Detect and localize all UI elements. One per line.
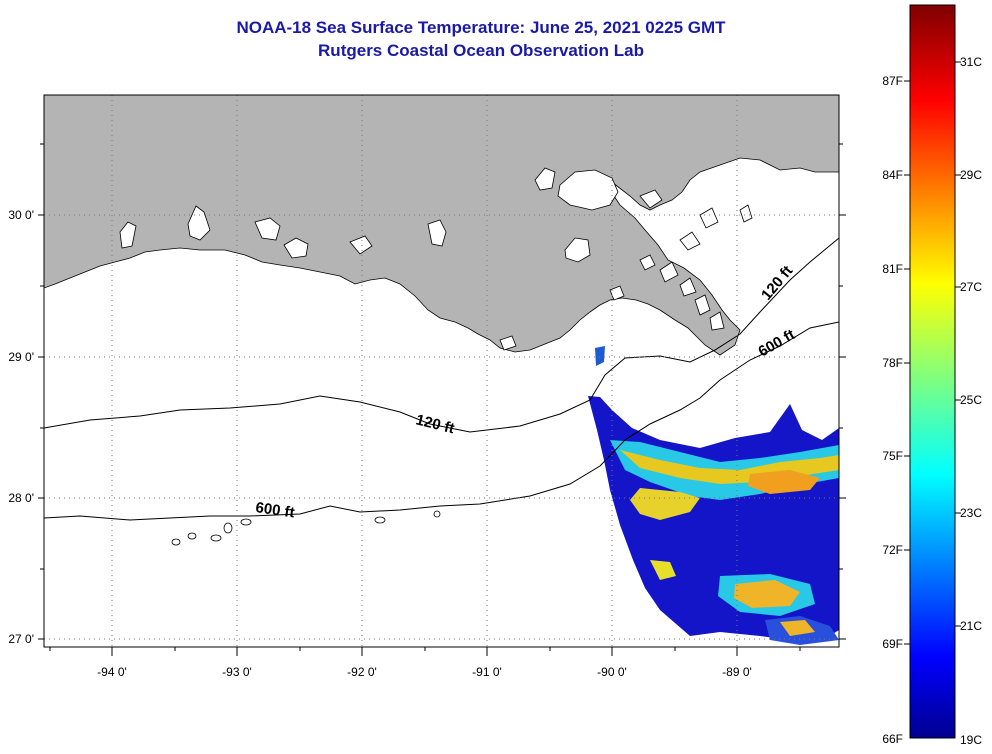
colorbar-f-label: 69F [882, 637, 903, 651]
axis-ticks [38, 143, 846, 656]
map-title: NOAA-18 Sea Surface Temperature: June 25… [236, 18, 726, 37]
colorbar-f-label: 87F [882, 74, 903, 88]
colorbar-c-label: 25C [960, 393, 982, 407]
colorbar-c-label: 29C [960, 168, 982, 182]
isobath-contours [44, 237, 839, 521]
colorbar-c-label: 27C [960, 280, 982, 294]
lon-label: -92 0' [347, 665, 377, 679]
lon-label: -94 0' [97, 665, 127, 679]
marsh-texture [499, 204, 753, 351]
lon-label: -89 0' [722, 665, 752, 679]
colorbar-f-label: 81F [882, 262, 903, 276]
lon-label: -90 0' [597, 665, 627, 679]
color-bar [909, 4, 956, 739]
colorbar-f-label: 75F [882, 449, 903, 463]
sst-swath [588, 346, 839, 645]
color-bar-ticks [904, 61, 961, 645]
colorbar-c-label: 23C [960, 506, 982, 520]
lat-label: 30 0' [8, 208, 34, 222]
lakes [119, 167, 663, 263]
colorbar-c-label: 21C [960, 619, 982, 633]
isobath-label: 600 ft [254, 499, 295, 521]
colorbar-c-label: 19C [960, 733, 982, 747]
colorbar-f-label: 78F [882, 356, 903, 370]
lat-label: 29 0' [8, 350, 34, 364]
lat-label: 28 0' [8, 491, 34, 505]
colorbar-c-label: 31C [960, 55, 982, 69]
lon-label: -91 0' [472, 665, 502, 679]
colorbar-f-label: 66F [882, 732, 903, 746]
map-subtitle: Rutgers Coastal Ocean Observation Lab [318, 41, 644, 60]
lat-label: 27 0' [8, 632, 34, 646]
lon-label: -93 0' [222, 665, 252, 679]
colorbar-f-label: 84F [882, 168, 903, 182]
colorbar-f-label: 72F [882, 543, 903, 557]
seafloor-features [171, 510, 441, 546]
lat-lon-grid [44, 95, 839, 647]
